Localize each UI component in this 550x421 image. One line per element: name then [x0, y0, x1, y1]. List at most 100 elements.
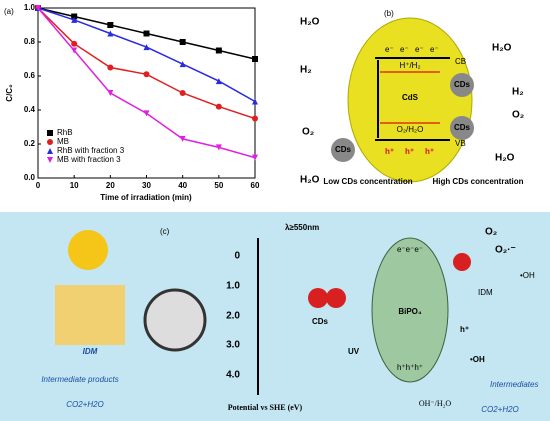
species: O₂ — [512, 110, 524, 121]
species: O₂ — [485, 227, 497, 238]
center-label: CdS — [402, 93, 419, 102]
oh: OH⁻/H₂O — [419, 399, 452, 408]
cds-dot — [450, 116, 474, 140]
scale-label: 0 — [234, 251, 240, 262]
bipo4-label: BiPO₄ — [398, 307, 422, 316]
scale-label: 4.0 — [226, 370, 240, 381]
marker — [71, 47, 78, 54]
panel-c: (c) IDM Intermediate products CO2+H2O λ≥… — [0, 212, 550, 421]
text: CO2+H2O — [481, 405, 519, 414]
y-tick-label: 0.0 — [24, 173, 36, 182]
marker — [252, 98, 258, 105]
marker — [47, 157, 53, 163]
cds-label: CDs — [335, 145, 352, 154]
y-tick-label: 1.0 — [24, 3, 36, 12]
y-tick-label: 0.8 — [24, 37, 36, 46]
cds-label: CDs — [454, 123, 471, 132]
caption: Low CDs concentration — [323, 177, 412, 186]
series-line — [37, 7, 256, 120]
level: O₂/H₂O — [397, 125, 424, 134]
holes: h⁺h⁺h⁺ — [397, 363, 423, 372]
marker — [71, 13, 78, 20]
marker — [215, 144, 222, 151]
panel-label: (c) — [160, 227, 170, 236]
marker — [47, 130, 53, 136]
marker — [215, 78, 222, 85]
y-axis-label: C/C₀ — [5, 84, 14, 102]
marker — [47, 148, 53, 154]
x-tick-label: 0 — [36, 181, 41, 190]
species: •OH — [520, 271, 535, 280]
species: H₂O — [300, 17, 320, 28]
marker — [35, 5, 41, 11]
level: H⁺/H₂ — [399, 61, 420, 70]
marker — [143, 110, 150, 117]
marker — [252, 56, 258, 62]
sample — [55, 285, 125, 345]
cb-label: CB — [455, 57, 466, 66]
cds-label: CDs — [454, 80, 471, 89]
marker — [107, 64, 114, 71]
scale-label: 3.0 — [226, 340, 240, 351]
cd — [308, 288, 328, 308]
x-axis-label: Time of irradiation (min) — [100, 193, 192, 202]
cd — [453, 253, 471, 271]
species: O₂·⁻ — [495, 245, 516, 256]
cd — [326, 288, 346, 308]
panel-label: (a) — [4, 7, 14, 16]
bipo4 — [371, 237, 449, 383]
marker — [47, 139, 53, 145]
series-line — [37, 7, 256, 103]
scale-label: 2.0 — [226, 311, 240, 322]
hole: h⁺ — [385, 147, 394, 156]
hole: h⁺ — [405, 147, 414, 156]
marker — [107, 22, 114, 28]
marker — [179, 135, 186, 142]
text: Intermediate products — [41, 375, 118, 384]
legend-label: RhB — [57, 128, 73, 137]
magnifier — [143, 288, 207, 352]
marker — [179, 90, 186, 96]
marker — [71, 40, 78, 47]
cds-dot — [450, 73, 474, 97]
electron: e⁻ — [385, 45, 394, 54]
marker — [143, 71, 150, 78]
panel-label: (b) — [384, 9, 394, 18]
electrons: e⁻e⁻e⁻ — [397, 245, 423, 254]
species: H₂ — [300, 65, 312, 76]
panel-b: (b) CdS CB VB H⁺/H₂ O₂/H₂O e⁻ e⁻ e⁻ e⁻ h… — [300, 9, 524, 186]
marker — [252, 115, 258, 122]
legend-label: MB with fraction 3 — [57, 155, 121, 164]
y-tick-label: 0.2 — [24, 139, 36, 148]
electron: e⁻ — [400, 45, 409, 54]
vb-label: VB — [455, 139, 466, 148]
marker — [71, 16, 78, 23]
x-tick-label: 20 — [106, 181, 115, 190]
x-tick-label: 50 — [214, 181, 223, 190]
species: •OH — [470, 355, 485, 364]
marker — [179, 39, 186, 45]
y-tick-label: 0.4 — [24, 105, 36, 114]
electron: e⁻ — [430, 45, 439, 54]
x-tick-label: 10 — [70, 181, 79, 190]
electron: e⁻ — [415, 45, 424, 54]
text: CO2+H2O — [66, 400, 104, 409]
cds-label: CDs — [312, 317, 329, 326]
hole: h⁺ — [425, 147, 434, 156]
marker — [107, 90, 114, 96]
sun — [68, 230, 108, 270]
marker — [252, 154, 258, 161]
marker — [143, 44, 150, 51]
species: H₂ — [512, 87, 524, 98]
h-plus: h⁺ — [460, 325, 469, 334]
species: H₂O — [495, 153, 515, 164]
legend-label: RhB with fraction 3 — [57, 146, 125, 155]
marker — [215, 103, 222, 110]
marker — [215, 47, 222, 54]
species: H₂O — [492, 43, 512, 54]
x-tick-label: 30 — [142, 181, 151, 190]
marker — [107, 30, 114, 37]
species: O₂ — [302, 127, 314, 138]
idm: IDM — [83, 347, 98, 356]
